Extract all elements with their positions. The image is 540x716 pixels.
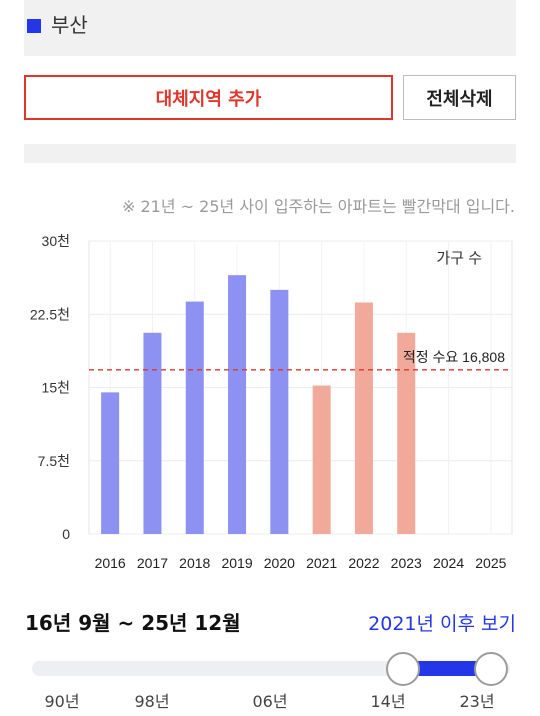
bar-2020 bbox=[270, 289, 289, 534]
bar-2016 bbox=[101, 392, 120, 534]
chart-legend-label: 가구 수 bbox=[436, 250, 482, 267]
y-tick-label: 15천 bbox=[42, 380, 70, 396]
bar-2017 bbox=[143, 332, 162, 534]
demand-reference-label: 적정 수요 16,808 bbox=[403, 349, 505, 365]
x-tick-label: 2021 bbox=[306, 555, 337, 571]
bar-2019 bbox=[228, 275, 247, 534]
supply-bar-chart: 0 7.5천 15천 22.5천 30천 2016 2017 2018 2019 2020 2021… bbox=[30, 233, 513, 571]
view-after-2021-link[interactable]: 2021년 이후 보기 bbox=[368, 613, 516, 635]
x-tick-label: 2016 bbox=[95, 555, 126, 571]
year-range-slider[interactable] bbox=[32, 652, 510, 686]
bar-2022 bbox=[354, 302, 373, 534]
region-name: 부산 bbox=[51, 13, 88, 37]
slider-tick-label: 14년 bbox=[370, 692, 406, 711]
x-tick-label: 2020 bbox=[264, 555, 295, 571]
x-tick-label: 2017 bbox=[137, 555, 168, 571]
slider-end-handle[interactable] bbox=[474, 652, 508, 686]
period-label: 16년 9월 ~ 25년 12월 bbox=[25, 611, 241, 635]
slider-tick-label: 06년 bbox=[252, 692, 288, 711]
delete-all-button[interactable]: 전체삭제 bbox=[403, 75, 516, 120]
y-tick-label: 0 bbox=[62, 526, 70, 542]
section-divider bbox=[24, 144, 516, 163]
chart-note: ※ 21년 ~ 25년 사이 입주하는 아파트는 빨간막대 입니다. bbox=[122, 197, 515, 216]
x-tick-label: 2023 bbox=[391, 555, 422, 571]
x-tick-label: 2025 bbox=[475, 555, 506, 571]
slider-tick-label: 23년 bbox=[459, 692, 495, 711]
bar-2023 bbox=[397, 332, 416, 534]
x-tick-label: 2018 bbox=[179, 555, 210, 571]
region-color-marker bbox=[27, 19, 41, 33]
bar-2021 bbox=[312, 385, 331, 534]
slider-selected-range bbox=[403, 661, 493, 676]
y-tick-label: 7.5천 bbox=[38, 453, 70, 469]
y-tick-label: 30천 bbox=[42, 233, 70, 249]
bar-2018 bbox=[185, 301, 204, 534]
x-tick-label: 2022 bbox=[348, 555, 379, 571]
y-tick-label: 22.5천 bbox=[30, 306, 70, 322]
slider-tick-label: 90년 bbox=[44, 692, 80, 711]
region-card bbox=[24, 0, 516, 56]
slider-tick-label: 98년 bbox=[134, 692, 170, 711]
add-alternate-region-button[interactable]: 대체지역 추가 bbox=[24, 75, 393, 120]
x-tick-label: 2024 bbox=[433, 555, 464, 571]
x-tick-label: 2019 bbox=[221, 555, 252, 571]
slider-start-handle[interactable] bbox=[386, 652, 420, 686]
